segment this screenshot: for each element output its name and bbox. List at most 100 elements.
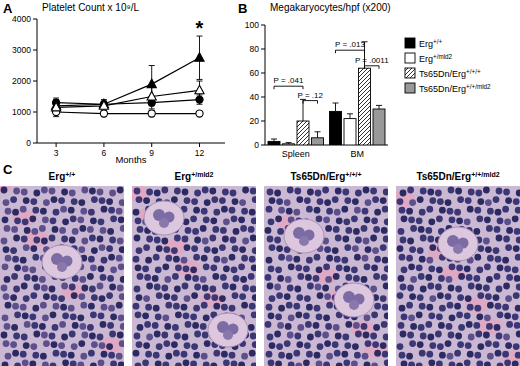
- cell-nucleus: [278, 207, 285, 214]
- cell-nucleus: [145, 304, 152, 311]
- cell-nucleus: [212, 273, 219, 280]
- line: [56, 112, 199, 114]
- cell-nucleus: [117, 285, 124, 292]
- cell-nucleus: [241, 302, 248, 309]
- cell-nucleus: [428, 312, 435, 319]
- cell-nucleus: [496, 188, 503, 195]
- annotation: P = .013: [335, 40, 365, 49]
- cell-nucleus: [10, 341, 17, 348]
- cell-nucleus: [437, 343, 444, 350]
- cell-nucleus: [266, 304, 273, 311]
- cell-nucleus: [30, 198, 37, 205]
- cell-nucleus: [336, 217, 343, 224]
- cell-nucleus: [420, 286, 427, 293]
- cell-nucleus: [494, 324, 501, 331]
- bar: [312, 138, 324, 145]
- cell-nucleus: [79, 225, 86, 232]
- cell-nucleus: [133, 256, 140, 263]
- cell-nucleus: [401, 360, 408, 366]
- cell-nucleus: [90, 311, 97, 318]
- y-tick: [261, 97, 265, 98]
- cell-nucleus: [476, 313, 483, 320]
- cell-nucleus: [29, 360, 36, 366]
- cell-nucleus: [419, 303, 426, 310]
- cell-nucleus: [229, 352, 236, 359]
- cell-nucleus: [39, 225, 46, 232]
- cell-nucleus: [435, 190, 442, 197]
- cell-nucleus: [171, 294, 178, 301]
- cell-nucleus: [352, 343, 359, 350]
- cell-nucleus: [53, 209, 60, 216]
- cell-nucleus: [266, 351, 273, 358]
- cell-nucleus: [285, 323, 292, 330]
- cell-nucleus: [12, 209, 19, 216]
- cell-nucleus: [42, 361, 49, 366]
- cell-nucleus: [22, 265, 29, 272]
- cell-nucleus: [364, 216, 371, 223]
- tissue-bg: [0, 186, 124, 366]
- cell-nucleus: [68, 207, 75, 214]
- cell-nucleus: [277, 228, 284, 235]
- cell-nucleus: [41, 285, 48, 292]
- cell-nucleus: [365, 199, 372, 206]
- cell-nucleus: [239, 199, 246, 206]
- cell-nucleus: [241, 353, 248, 360]
- cell-nucleus: [326, 208, 333, 215]
- cell-nucleus: [326, 302, 333, 309]
- cell-nucleus: [485, 340, 492, 347]
- cell-nucleus: [345, 321, 352, 328]
- cell-nucleus: [316, 215, 323, 222]
- cell-nucleus: [476, 360, 483, 366]
- cell-nucleus: [493, 294, 500, 301]
- cell-nucleus: [382, 206, 388, 213]
- cell-nucleus: [466, 274, 473, 281]
- cell-nucleus: [242, 238, 249, 245]
- cell-nucleus: [90, 264, 97, 271]
- cell-nucleus: [143, 342, 150, 349]
- cell-nucleus: [502, 351, 509, 358]
- cell-nucleus: [59, 321, 66, 328]
- cell-nucleus: [30, 292, 37, 299]
- cell-nucleus: [457, 196, 464, 203]
- cell-nucleus: [193, 352, 200, 359]
- cell-nucleus: [133, 303, 140, 310]
- cell-nucleus: [294, 188, 301, 195]
- cell-nucleus: [71, 343, 78, 350]
- cell-nucleus: [211, 196, 218, 203]
- cell-nucleus: [416, 362, 423, 366]
- cell-nucleus: [219, 295, 226, 302]
- cell-nucleus: [41, 238, 48, 245]
- cell-nucleus: [447, 353, 454, 360]
- cell-nucleus: [68, 352, 75, 359]
- cell-nucleus: [477, 245, 484, 252]
- cell-nucleus: [408, 263, 415, 270]
- cell-nucleus: [506, 321, 513, 328]
- cell-nucleus: [268, 218, 275, 225]
- cell-nucleus: [119, 246, 124, 253]
- cell-nucleus: [161, 285, 168, 292]
- cell-nucleus: [251, 362, 256, 366]
- cell-nucleus: [323, 216, 330, 223]
- error-bar: [315, 132, 321, 138]
- cell-nucleus: [483, 187, 490, 194]
- cell-nucleus: [191, 245, 198, 252]
- cell-nucleus: [202, 187, 209, 194]
- cell-nucleus: [220, 274, 227, 281]
- cell-nucleus: [324, 246, 331, 253]
- cell-nucleus: [201, 208, 208, 215]
- cell-nucleus: [61, 334, 68, 341]
- cell-nucleus: [504, 265, 511, 272]
- cell-nucleus: [323, 361, 330, 366]
- cell-nucleus: [165, 302, 172, 309]
- marker: [52, 102, 61, 111]
- cell-nucleus: [4, 323, 11, 330]
- cell-nucleus: [193, 254, 200, 261]
- cell-nucleus: [355, 331, 362, 338]
- cell-nucleus: [269, 244, 276, 251]
- cell-nucleus: [278, 305, 285, 312]
- y-tick-label: 100: [245, 20, 259, 30]
- cell-nucleus: [305, 321, 312, 328]
- cell-nucleus: [107, 275, 114, 282]
- cell-nucleus: [449, 361, 456, 366]
- cell-nucleus: [21, 334, 28, 341]
